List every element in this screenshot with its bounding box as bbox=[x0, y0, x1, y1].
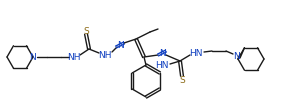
Text: HN: HN bbox=[189, 49, 203, 57]
Text: S: S bbox=[83, 27, 89, 36]
Text: N: N bbox=[233, 52, 239, 60]
Text: N: N bbox=[159, 49, 165, 57]
Text: N: N bbox=[29, 53, 36, 61]
Text: S: S bbox=[179, 75, 185, 84]
Text: HN: HN bbox=[155, 60, 169, 69]
Text: NH: NH bbox=[67, 53, 81, 61]
Text: NH: NH bbox=[98, 51, 112, 59]
Text: N: N bbox=[117, 41, 123, 50]
